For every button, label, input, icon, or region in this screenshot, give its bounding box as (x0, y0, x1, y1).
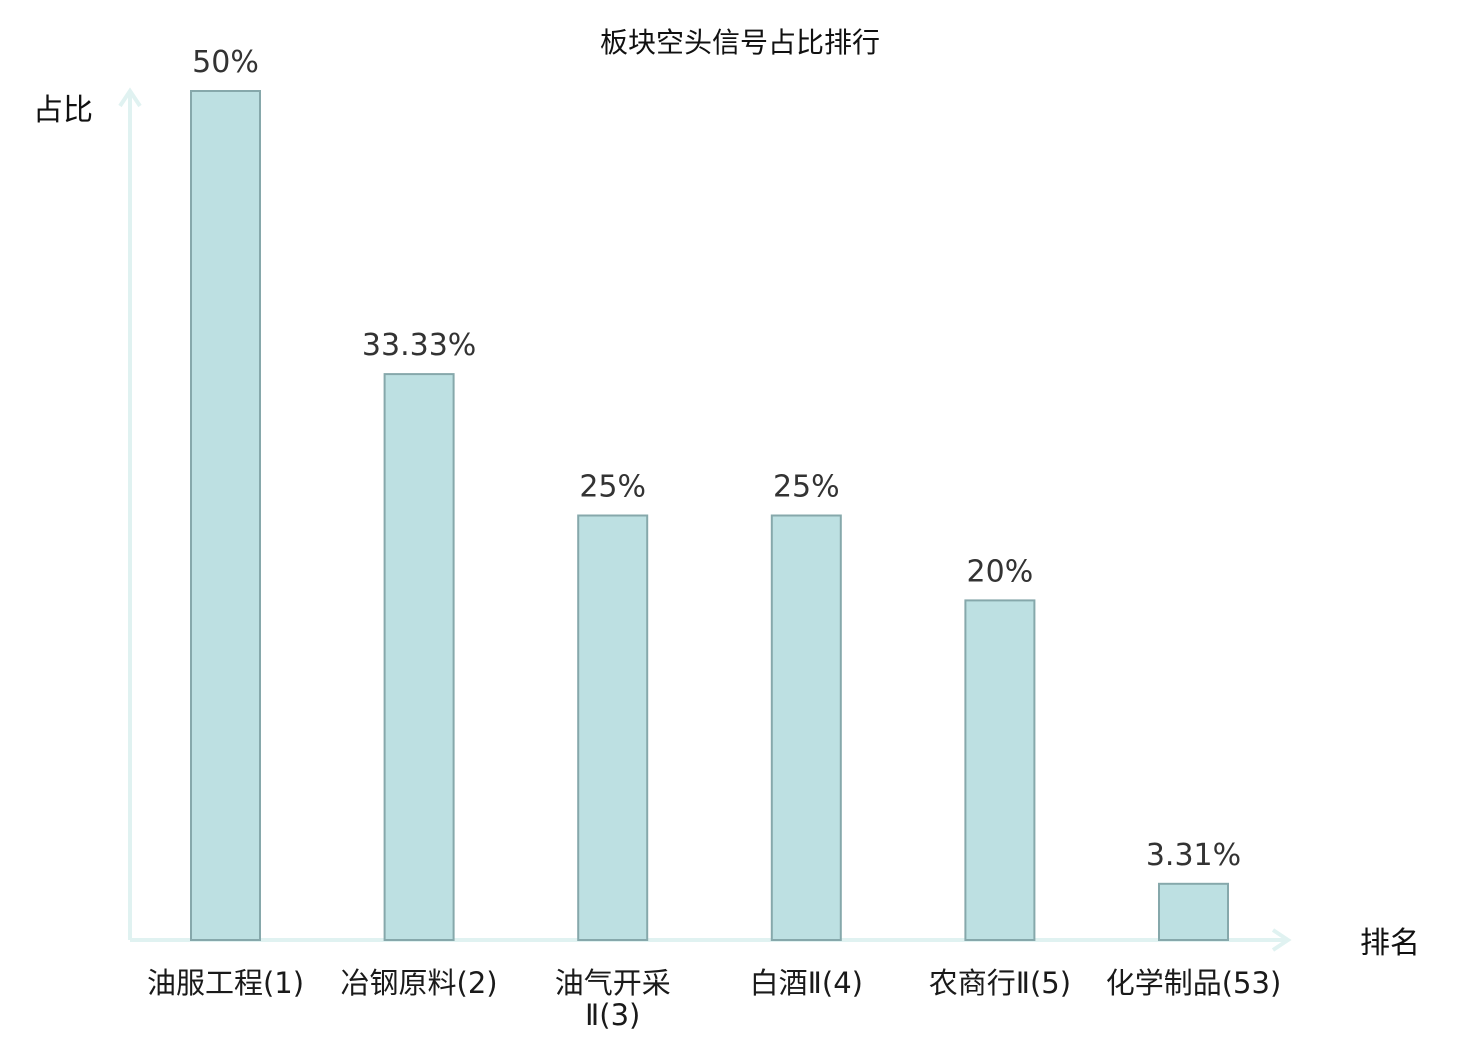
value-label-5: 3.31% (1146, 838, 1241, 873)
value-label-4: 20% (967, 554, 1034, 589)
value-label-1: 33.33% (362, 328, 476, 363)
value-label-0: 50% (192, 45, 259, 80)
x-tick-label-2-line-1: Ⅱ(3) (585, 998, 640, 1032)
x-tick-label-5: 化学制品(53) (1106, 966, 1282, 1000)
value-label-3: 25% (773, 470, 840, 505)
y-axis (118, 87, 142, 940)
x-tick-label-3: 白酒Ⅱ(4) (750, 966, 863, 1000)
bar-2 (577, 514, 649, 941)
bar-0 (190, 90, 261, 941)
x-tick-label-4: 农商行Ⅱ(5) (929, 966, 1071, 1000)
bar-1 (383, 373, 455, 942)
bar-3 (770, 514, 842, 941)
chart-title: 板块空头信号占比排行 (600, 26, 880, 59)
x-tick-label-0: 油服工程(1) (147, 966, 304, 1000)
x-axis-label: 排名 (1360, 926, 1420, 961)
bar-4 (964, 599, 1036, 942)
x-tick-label-1: 冶钢原料(2) (341, 966, 498, 1000)
bar-5 (1158, 882, 1229, 941)
x-axis (130, 928, 1292, 952)
y-axis-label: 占比 (33, 93, 93, 128)
value-label-2: 25% (579, 470, 646, 505)
x-tick-label-2-line-0: 油气开采 (555, 966, 671, 1000)
